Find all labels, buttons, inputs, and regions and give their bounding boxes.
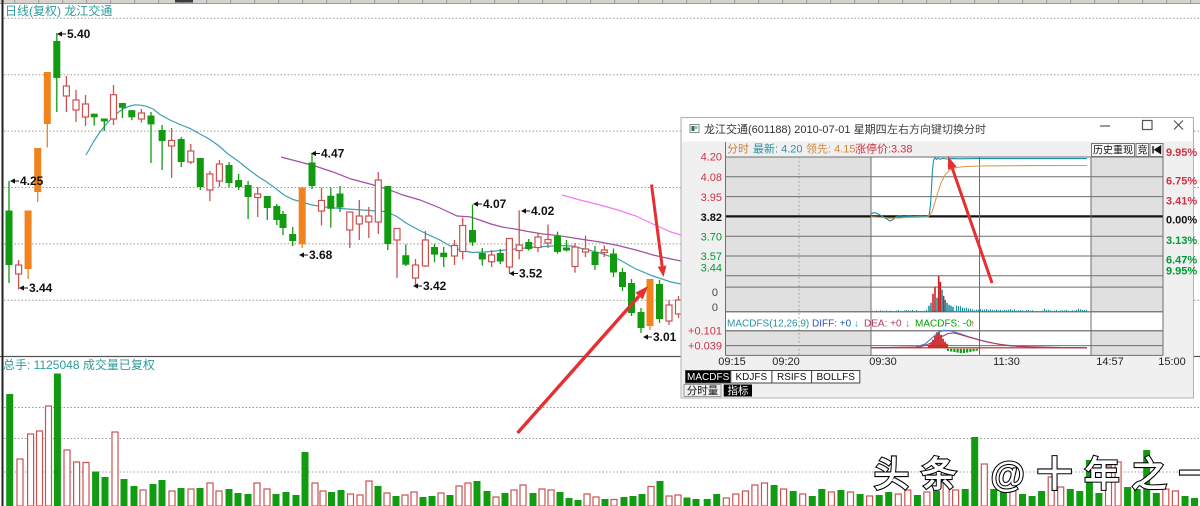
svg-text:4.02: 4.02 [531, 204, 555, 218]
svg-text:3.68: 3.68 [309, 248, 333, 262]
svg-text:3.42: 3.42 [423, 279, 447, 293]
svg-text:14:57: 14:57 [1096, 356, 1124, 368]
svg-text:4.47: 4.47 [321, 147, 345, 161]
svg-text:MACDFS: -0: MACDFS: -0 [915, 319, 972, 330]
svg-text:DEA: +0: DEA: +0 [864, 319, 902, 330]
svg-text:左右方向键切换分时: 左右方向键切换分时 [887, 122, 986, 136]
svg-text:头条 @十年之一路生花: 头条 @十年之一路生花 [874, 456, 1200, 495]
svg-text:3.44: 3.44 [29, 281, 53, 295]
svg-text:6.47%: 6.47% [1166, 255, 1197, 267]
svg-text:分时量: 分时量 [687, 385, 719, 397]
svg-text:09:15: 09:15 [718, 356, 746, 368]
svg-text:涨停价:3.38: 涨停价:3.38 [855, 142, 912, 156]
svg-text:0.00%: 0.00% [1166, 215, 1197, 227]
svg-text:最新: 4.20: 最新: 4.20 [753, 142, 803, 156]
svg-text:DIFF: +0: DIFF: +0 [812, 319, 852, 330]
svg-text:0: 0 [712, 287, 718, 299]
svg-text:11:30: 11:30 [993, 356, 1020, 368]
svg-text:3.57: 3.57 [701, 251, 722, 263]
svg-text:↑: ↑ [970, 319, 975, 330]
svg-text:9.95%: 9.95% [1166, 147, 1197, 159]
svg-text:MACDFS(12,26,9): MACDFS(12,26,9) [727, 319, 809, 330]
svg-text:分时: 分时 [727, 143, 749, 156]
svg-text:4.07: 4.07 [483, 197, 507, 211]
svg-text:BOLLFS: BOLLFS [817, 372, 856, 383]
svg-text:日线(复权) 龙江交通: 日线(复权) 龙江交通 [5, 3, 112, 18]
svg-text:领先: 4.15: 领先: 4.15 [806, 143, 856, 156]
svg-text:历史重现: 历史重现 [1093, 144, 1133, 157]
svg-text:+0.101: +0.101 [688, 326, 722, 338]
svg-text:3.95: 3.95 [701, 192, 722, 204]
svg-text:3.13%: 3.13% [1166, 235, 1197, 247]
svg-text:3.70: 3.70 [701, 232, 722, 244]
svg-text:15:00: 15:00 [1158, 356, 1186, 368]
svg-text:3.44: 3.44 [701, 263, 722, 275]
svg-text:9.95%: 9.95% [1166, 266, 1197, 278]
svg-text:0: 0 [712, 302, 718, 314]
svg-text:总手: 1125048 成交量已复权: 总手: 1125048 成交量已复权 [3, 357, 155, 372]
svg-text:↓: ↓ [905, 319, 910, 330]
svg-text:↓: ↓ [854, 319, 859, 330]
svg-text:4.25: 4.25 [20, 174, 44, 188]
svg-text:龙江交通(601188) 2010-07-01 星期四: 龙江交通(601188) 2010-07-01 星期四 [704, 122, 887, 136]
svg-text:3.01: 3.01 [653, 330, 677, 344]
svg-text:KDJFS: KDJFS [736, 372, 768, 383]
svg-text:RSIFS: RSIFS [777, 372, 807, 383]
svg-text:MACDFS: MACDFS [687, 372, 730, 383]
svg-text:竞: 竞 [1138, 144, 1148, 157]
svg-text:指标: 指标 [728, 384, 749, 397]
svg-text:3.41%: 3.41% [1166, 196, 1197, 208]
svg-text:09:30: 09:30 [869, 356, 897, 368]
svg-text:3.82: 3.82 [701, 212, 722, 224]
svg-text:6.75%: 6.75% [1166, 176, 1197, 188]
svg-text:4.08: 4.08 [701, 172, 722, 184]
svg-text:+0.039: +0.039 [688, 341, 722, 353]
svg-text:5.40: 5.40 [67, 27, 91, 41]
svg-text:3.52: 3.52 [519, 267, 543, 281]
svg-text:09:20: 09:20 [772, 356, 800, 368]
svg-text:4.20: 4.20 [701, 152, 722, 164]
